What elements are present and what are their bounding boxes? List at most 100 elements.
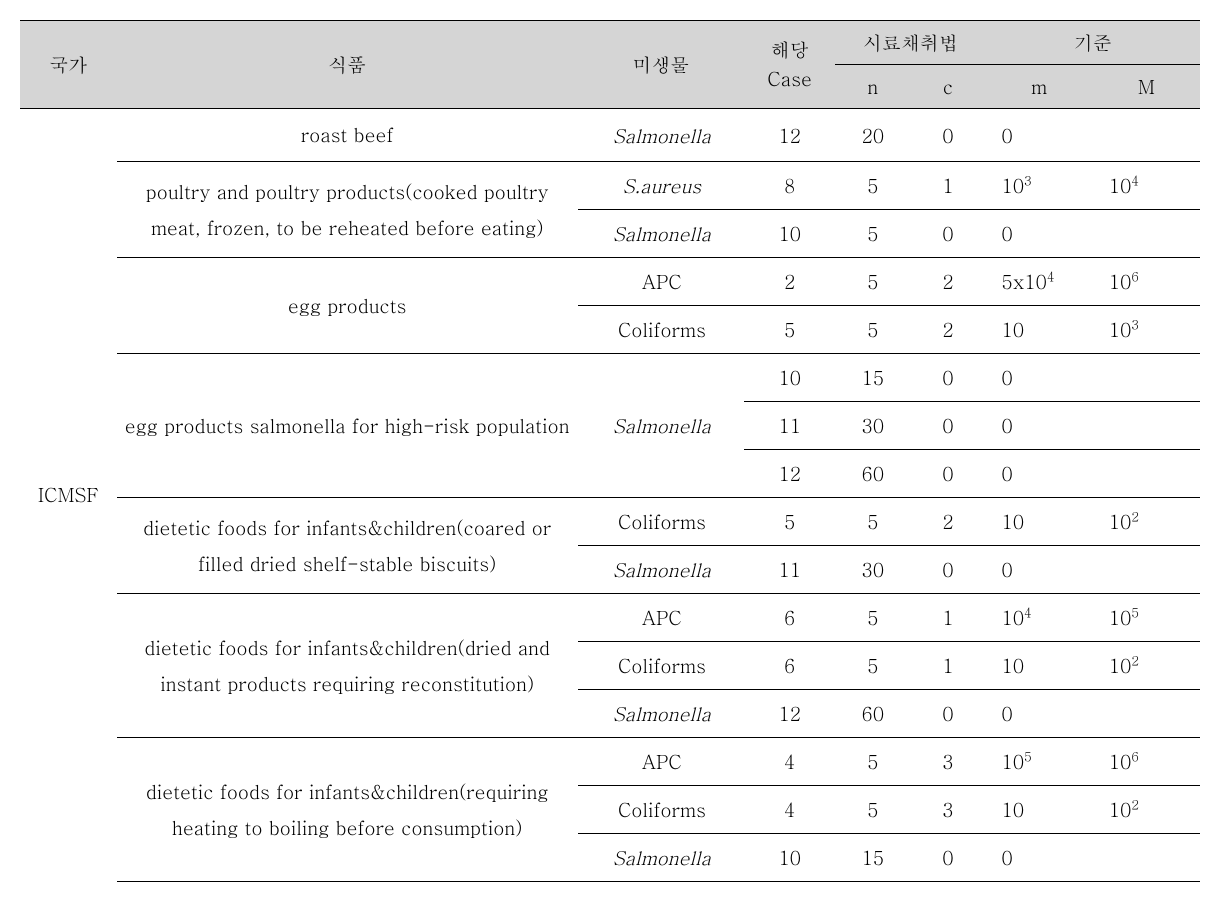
food-cell: egg products <box>117 258 578 354</box>
case-cell: 8 <box>744 162 835 210</box>
case-cell: 12 <box>744 109 835 162</box>
m-cell: 0 <box>985 546 1092 594</box>
c-cell: 2 <box>910 258 985 306</box>
M-cell <box>1093 109 1200 162</box>
c-cell: 3 <box>910 786 985 834</box>
case-cell: 12 <box>744 690 835 738</box>
case-cell: 4 <box>744 738 835 786</box>
m-cell: 10 <box>985 642 1092 690</box>
n-cell: 5 <box>835 258 910 306</box>
case-cell: 6 <box>744 594 835 642</box>
microbe-cell: Coliforms <box>578 642 744 690</box>
case-cell: 11 <box>744 402 835 450</box>
table-row: dietetic foods for infants&children(requ… <box>20 738 1200 786</box>
microbe-cell: Salmonella <box>578 354 744 498</box>
c-cell: 0 <box>910 210 985 258</box>
food-cell: egg products salmonella for high-risk po… <box>117 354 578 498</box>
header-sampling: 시료채취법 <box>835 21 985 65</box>
m-cell: 0 <box>985 109 1092 162</box>
header-food: 식품 <box>117 21 578 109</box>
case-cell: 5 <box>744 498 835 546</box>
n-cell: 15 <box>835 834 910 882</box>
n-cell: 60 <box>835 450 910 498</box>
c-cell: 2 <box>910 306 985 354</box>
microbe-cell: Coliforms <box>578 498 744 546</box>
country-cell: ICMSF <box>20 109 117 882</box>
m-cell: 0 <box>985 354 1092 402</box>
case-cell: 10 <box>744 834 835 882</box>
M-cell <box>1093 546 1200 594</box>
M-cell <box>1093 210 1200 258</box>
M-cell <box>1093 834 1200 882</box>
M-cell <box>1093 450 1200 498</box>
m-cell: 0 <box>985 210 1092 258</box>
m-cell: 103 <box>985 162 1092 210</box>
case-cell: 2 <box>744 258 835 306</box>
case-cell: 10 <box>744 354 835 402</box>
food-cell: dietetic foods for infants&children(requ… <box>117 738 578 882</box>
m-cell: 10 <box>985 498 1092 546</box>
microbe-cell: Salmonella <box>578 546 744 594</box>
M-cell: 103 <box>1093 306 1200 354</box>
table-row: ICMSF roast beef Salmonella 12 20 0 0 <box>20 109 1200 162</box>
header-m: m <box>985 65 1092 109</box>
header-c: c <box>910 65 985 109</box>
microbe-cell: Salmonella <box>578 834 744 882</box>
c-cell: 0 <box>910 402 985 450</box>
food-cell: poultry and poultry products(cooked poul… <box>117 162 578 258</box>
table-body: ICMSF roast beef Salmonella 12 20 0 0 po… <box>20 109 1200 882</box>
header-country: 국가 <box>20 21 117 109</box>
microbe-cell: APC <box>578 594 744 642</box>
case-cell: 12 <box>744 450 835 498</box>
microbe-cell: Salmonella <box>578 690 744 738</box>
M-cell <box>1093 402 1200 450</box>
header-case: 해당 Case <box>744 21 835 109</box>
m-cell: 5x104 <box>985 258 1092 306</box>
microbe-cell: Coliforms <box>578 306 744 354</box>
n-cell: 15 <box>835 354 910 402</box>
m-cell: 10 <box>985 786 1092 834</box>
M-cell <box>1093 354 1200 402</box>
n-cell: 30 <box>835 546 910 594</box>
table-row: egg products salmonella for high-risk po… <box>20 354 1200 402</box>
M-cell: 106 <box>1093 738 1200 786</box>
M-cell: 102 <box>1093 498 1200 546</box>
n-cell: 5 <box>835 786 910 834</box>
microbe-cell: APC <box>578 258 744 306</box>
data-table: 국가 식품 미생물 해당 Case 시료채취법 기준 n c m M ICMSF… <box>20 20 1200 882</box>
c-cell: 0 <box>910 690 985 738</box>
n-cell: 60 <box>835 690 910 738</box>
table-row: dietetic foods for infants&children(drie… <box>20 594 1200 642</box>
m-cell: 104 <box>985 594 1092 642</box>
n-cell: 5 <box>835 162 910 210</box>
c-cell: 0 <box>910 450 985 498</box>
header-M-upper: M <box>1093 65 1200 109</box>
c-cell: 1 <box>910 594 985 642</box>
n-cell: 5 <box>835 210 910 258</box>
M-cell: 102 <box>1093 786 1200 834</box>
m-cell: 10 <box>985 306 1092 354</box>
c-cell: 0 <box>910 834 985 882</box>
case-cell: 6 <box>744 642 835 690</box>
m-cell: 0 <box>985 834 1092 882</box>
c-cell: 0 <box>910 354 985 402</box>
n-cell: 5 <box>835 498 910 546</box>
c-cell: 0 <box>910 109 985 162</box>
microbe-cell: S.aureus <box>578 162 744 210</box>
m-cell: 0 <box>985 402 1092 450</box>
food-cell: dietetic foods for infants&children(drie… <box>117 594 578 738</box>
c-cell: 2 <box>910 498 985 546</box>
c-cell: 1 <box>910 162 985 210</box>
microbe-cell: Coliforms <box>578 786 744 834</box>
c-cell: 0 <box>910 546 985 594</box>
microbe-cell: APC <box>578 738 744 786</box>
case-cell: 4 <box>744 786 835 834</box>
food-cell: dietetic foods for infants&children(coar… <box>117 498 578 594</box>
header-criteria: 기준 <box>985 21 1200 65</box>
table-row: poultry and poultry products(cooked poul… <box>20 162 1200 210</box>
case-cell: 11 <box>744 546 835 594</box>
M-cell <box>1093 690 1200 738</box>
m-cell: 0 <box>985 690 1092 738</box>
case-cell: 10 <box>744 210 835 258</box>
case-cell: 5 <box>744 306 835 354</box>
